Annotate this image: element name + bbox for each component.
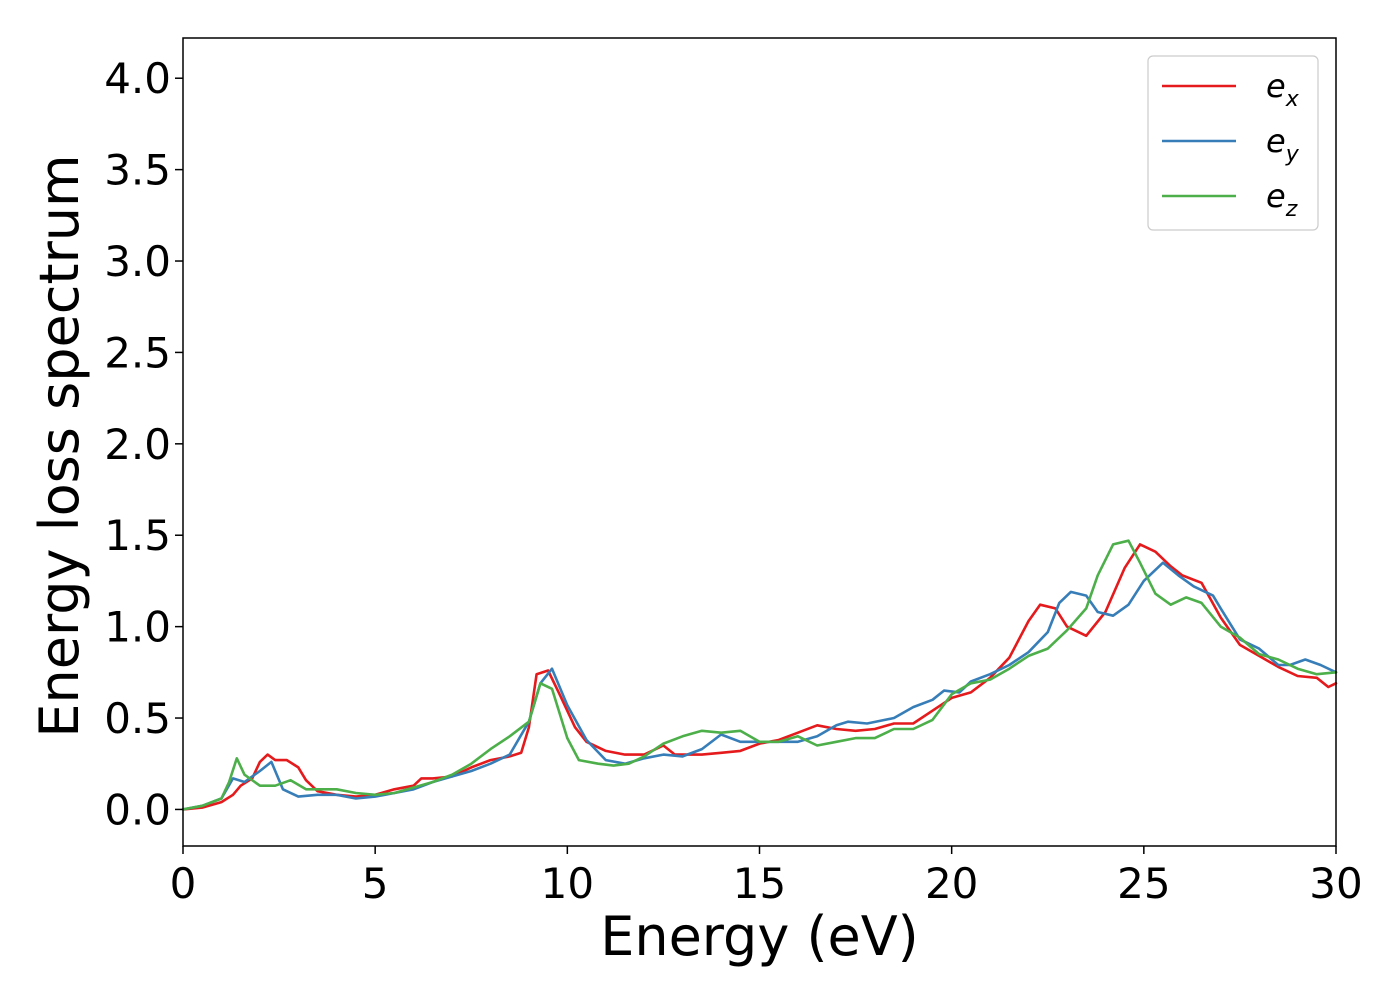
y-tick-label: 0.5 [104, 694, 171, 743]
x-tick-label: 10 [541, 859, 594, 908]
series-lines [181, 539, 1338, 811]
legend-item-ey: ey [1162, 122, 1300, 167]
y-axis-label: Energy loss spectrum [28, 154, 91, 737]
y-tick-label: 3.5 [104, 146, 171, 195]
x-tick-label: 25 [1117, 859, 1170, 908]
y-tick-label: 3.0 [104, 237, 171, 286]
y-tick-label: 1.5 [104, 511, 171, 560]
x-tick-label: 0 [170, 859, 197, 908]
y-tick-label: 2.5 [104, 328, 171, 377]
plot-area: 0 5 10 15 20 25 30 0.0 0.5 1.0 1.5 2.0 2.5 3.0 3.5 4.0 [104, 37, 1363, 908]
legend-box [1147, 55, 1319, 231]
legend-item-ez: ez [1162, 177, 1298, 222]
y-tick-label: 4.0 [104, 54, 171, 103]
legend-label-ey: ey [1266, 122, 1300, 167]
legend-item-ex: ex [1162, 67, 1300, 112]
x-axis: 0 5 10 15 20 25 30 [170, 846, 1363, 908]
y-axis: 0.0 0.5 1.0 1.5 2.0 2.5 3.0 3.5 4.0 [104, 54, 183, 834]
x-tick-label: 5 [362, 859, 389, 908]
y-tick-label: 1.0 [104, 603, 171, 652]
y-tick-label: 0.0 [104, 785, 171, 834]
legend-label-ez: ez [1266, 177, 1298, 222]
legend-label-ex: ex [1266, 67, 1300, 112]
x-tick-label: 30 [1309, 859, 1362, 908]
x-tick-label: 20 [925, 859, 978, 908]
series-line-ex [181, 543, 1338, 811]
x-tick-label: 15 [733, 859, 786, 908]
x-axis-label: Energy (eV) [600, 905, 919, 968]
legend: ex ey ez [1147, 55, 1319, 231]
series-line-ez [181, 539, 1338, 811]
y-tick-label: 2.0 [104, 420, 171, 469]
